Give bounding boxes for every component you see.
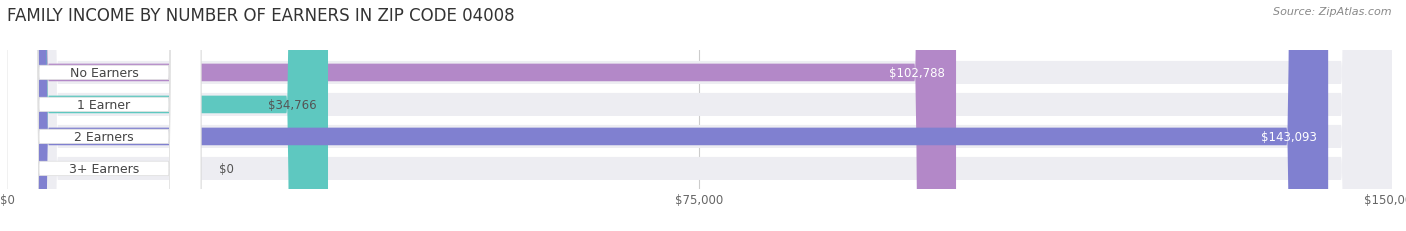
FancyBboxPatch shape [7,0,1392,231]
FancyBboxPatch shape [7,0,1392,231]
FancyBboxPatch shape [7,0,1392,231]
FancyBboxPatch shape [7,0,201,231]
Text: Source: ZipAtlas.com: Source: ZipAtlas.com [1274,7,1392,17]
Text: 2 Earners: 2 Earners [75,130,134,143]
Text: 3+ Earners: 3+ Earners [69,162,139,175]
FancyBboxPatch shape [7,0,201,231]
Text: $0: $0 [219,162,235,175]
Text: No Earners: No Earners [70,67,138,80]
FancyBboxPatch shape [7,0,201,231]
FancyBboxPatch shape [7,0,1329,231]
Text: $102,788: $102,788 [889,67,945,80]
FancyBboxPatch shape [7,0,956,231]
FancyBboxPatch shape [7,0,328,231]
FancyBboxPatch shape [7,0,1392,231]
Text: FAMILY INCOME BY NUMBER OF EARNERS IN ZIP CODE 04008: FAMILY INCOME BY NUMBER OF EARNERS IN ZI… [7,7,515,25]
Text: $143,093: $143,093 [1261,130,1317,143]
Text: $34,766: $34,766 [269,98,316,112]
FancyBboxPatch shape [7,0,201,231]
Text: 1 Earner: 1 Earner [77,98,131,112]
